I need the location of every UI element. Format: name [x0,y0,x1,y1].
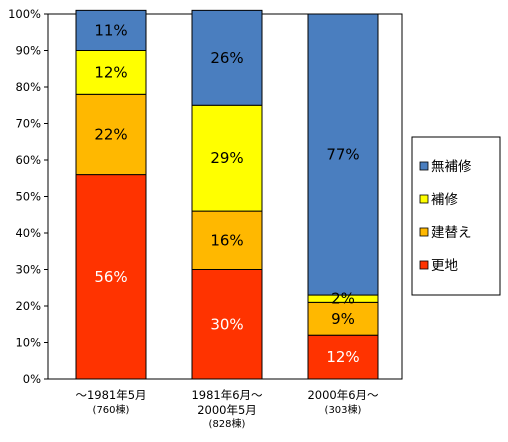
bar-segment [75,93,147,176]
x-tick-sublabel: (828棟) [209,417,246,430]
bar-segment [307,13,379,296]
data-label: 12% [326,348,359,366]
data-label: 9% [331,310,355,328]
y-tick-label: 20% [15,299,41,313]
bar-segment [191,104,263,212]
bar-segment [307,301,379,336]
data-label: 16% [210,231,243,249]
data-label: 29% [210,149,243,167]
data-label: 56% [94,268,127,286]
bar-segment [75,9,147,52]
x-tick-label: 1981年6月～ [191,388,263,402]
y-tick-label: 60% [15,153,41,167]
legend-label: 更地 [431,258,458,274]
bar-segment [191,210,263,271]
data-label: 11% [94,21,127,39]
data-label: 12% [94,63,127,81]
legend-swatch [419,227,429,237]
bar-segment [191,9,263,106]
legend-swatch [419,194,429,204]
x-tick-sublabel: (303棟) [325,403,362,416]
data-label: 77% [326,146,359,164]
y-tick-label: 0% [23,372,41,386]
y-tick-label: 70% [15,117,41,131]
legend-label: 建替え [431,225,472,241]
y-tick-label: 40% [15,226,41,240]
y-tick-label: 90% [15,44,41,58]
data-label: 26% [210,49,243,67]
x-tick-sublabel: (760棟) [93,403,130,416]
legend-swatch [419,260,429,270]
x-tick-label: 2000年6月～ [307,388,379,402]
legend-swatch [419,161,429,171]
data-label: 2% [331,290,355,308]
data-label: 22% [94,125,127,143]
data-label: 30% [210,315,243,333]
y-tick-label: 100% [8,7,41,21]
legend-label: 補修 [431,192,458,208]
y-tick-label: 10% [15,336,41,350]
bar-segment [307,334,379,380]
legend-label: 無補修 [431,159,472,175]
bar-segment [191,269,263,380]
x-tick-label: ～1981年5月 [75,388,146,402]
y-tick-label: 30% [15,263,41,277]
y-tick-label: 80% [15,80,41,94]
x-tick-label: 2000年5月 [197,403,257,417]
y-tick-label: 50% [15,190,41,204]
